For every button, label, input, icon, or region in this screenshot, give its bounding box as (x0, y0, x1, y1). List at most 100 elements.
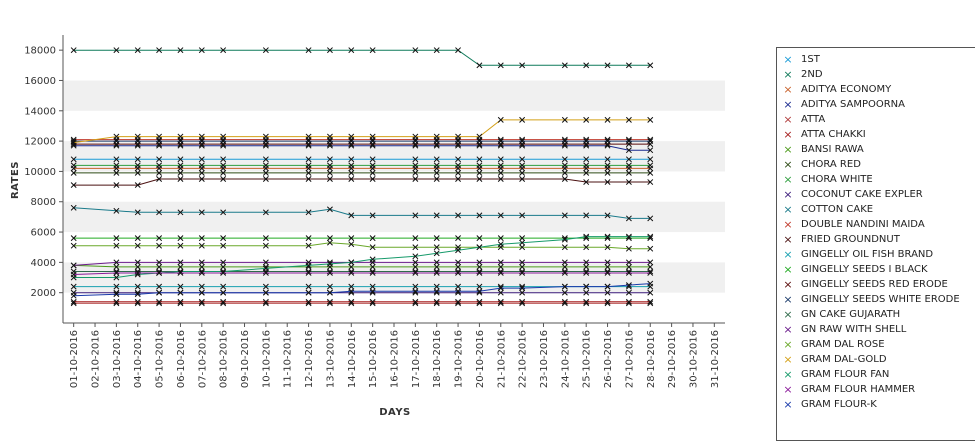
x-tick-label: 16-10-2016 (390, 330, 401, 388)
data-point (583, 212, 590, 219)
data-point (262, 235, 269, 242)
x-tick-label: 08-10-2016 (219, 330, 230, 388)
x-tick-label: 26-10-2016 (603, 330, 614, 388)
data-point (497, 116, 504, 123)
data-point (476, 288, 483, 295)
data-point (220, 298, 227, 305)
data-point (326, 298, 333, 305)
x-tick-label: 19-10-2016 (454, 330, 465, 388)
data-point (412, 259, 419, 266)
data-point (476, 176, 483, 182)
x-tick-label: 20-10-2016 (475, 330, 486, 388)
legend-marker-icon: × (783, 353, 793, 366)
data-point (625, 138, 632, 145)
series-layer (70, 47, 654, 307)
data-point (455, 235, 462, 242)
data-point (433, 169, 440, 176)
data-point (134, 235, 141, 242)
legend-label: GINGELLY SEEDS I BLACK (801, 264, 928, 275)
data-point (519, 62, 526, 69)
data-point (177, 289, 184, 296)
x-tick-label: 23-10-2016 (539, 330, 550, 388)
data-point (134, 47, 141, 54)
legend-item: × FRIED GROUNDNUT (781, 234, 975, 246)
series-atta-chakki (70, 298, 654, 305)
legend-marker-icon: × (783, 323, 793, 336)
data-point (305, 138, 312, 145)
data-point (198, 138, 205, 145)
x-tick-label: 02-10-2016 (91, 330, 102, 388)
line-chart: 2000 4000 6000 8000 10000 12000 14000 16000 1800… (10, 35, 725, 418)
legend-label: CHORA RED (801, 159, 861, 170)
data-point (433, 156, 440, 163)
data-point (476, 62, 483, 69)
y-tick-label: 10000 (24, 167, 56, 178)
data-point (70, 283, 77, 290)
data-point (561, 236, 568, 243)
data-point (433, 47, 440, 54)
legend-label: GN CAKE GUJARATH (801, 309, 901, 320)
x-tick-label: 28-10-2016 (646, 330, 657, 388)
data-point (220, 156, 227, 163)
data-point (604, 283, 611, 290)
data-point (412, 244, 419, 251)
data-point (348, 288, 355, 295)
legend-item: × 1ST (781, 54, 975, 66)
data-point (326, 138, 333, 145)
data-point (156, 283, 163, 290)
data-point (198, 259, 205, 266)
legend-marker-icon: × (783, 98, 793, 111)
data-point (497, 138, 504, 145)
data-point (156, 242, 163, 249)
series-gram-dal-rose (70, 239, 654, 252)
data-point (70, 262, 77, 269)
data-point (497, 298, 504, 305)
data-point (647, 280, 654, 287)
data-point (369, 288, 376, 295)
y-tick-label: 12000 (24, 137, 56, 148)
data-point (198, 169, 205, 176)
data-point (220, 259, 227, 266)
data-point (433, 259, 440, 266)
data-point (70, 169, 77, 176)
data-point (326, 206, 333, 213)
data-point (476, 162, 483, 169)
data-point (583, 138, 590, 145)
legend-item: × ATTA CHAKKI (781, 129, 975, 141)
legend-item: × GRAM FLOUR HAMMER (781, 384, 975, 396)
data-point (305, 162, 312, 169)
legend-label: CHORA WHITE (801, 174, 873, 185)
data-point (326, 47, 333, 54)
grid-band (63, 201, 725, 233)
data-point (262, 133, 269, 140)
data-point (156, 298, 163, 305)
data-point (625, 259, 632, 266)
data-point (177, 169, 184, 176)
data-point (433, 244, 440, 251)
data-point (561, 138, 568, 145)
legend-item: × GINGELLY SEEDS I BLACK (781, 264, 975, 276)
data-point (113, 235, 120, 242)
data-point (198, 270, 205, 276)
data-point (369, 270, 376, 276)
data-point (497, 241, 504, 248)
data-point (113, 138, 120, 145)
data-point (113, 259, 120, 266)
legend-marker-icon: × (783, 218, 793, 231)
data-point (113, 133, 120, 140)
data-point (583, 179, 590, 185)
legend-item: × GRAM FLOUR FAN (781, 369, 975, 381)
data-point (647, 138, 654, 145)
data-point (134, 291, 141, 298)
data-point (497, 285, 504, 292)
legend-label: ATTA (801, 114, 826, 125)
y-axis-title: RATES (10, 161, 21, 199)
data-point (625, 162, 632, 169)
data-point (647, 263, 654, 270)
data-point (455, 169, 462, 176)
legend-item: × ATTA (781, 114, 975, 126)
data-point (519, 289, 526, 296)
data-point (412, 162, 419, 169)
legend-label: BANSI RAWA (801, 144, 864, 155)
data-point (198, 209, 205, 216)
